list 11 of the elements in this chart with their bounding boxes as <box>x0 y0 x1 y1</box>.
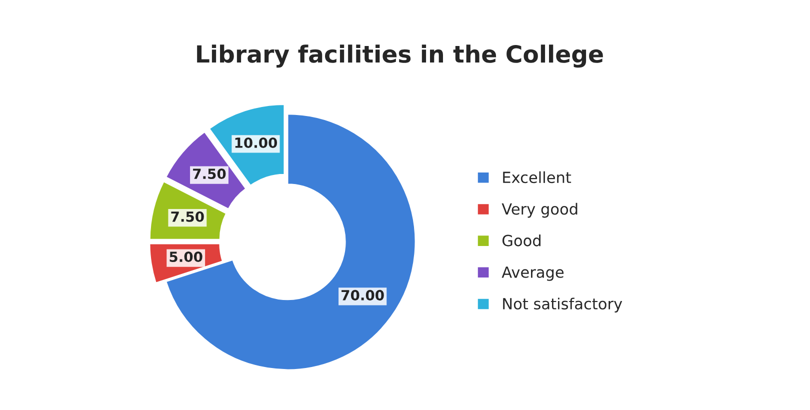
legend-label: Average <box>502 266 564 281</box>
legend-label: Excellent <box>503 171 572 184</box>
legend-label: Very good <box>502 202 578 218</box>
chart-title: Library facilities in the College <box>197 44 603 68</box>
data-label: 10.00 <box>235 137 278 148</box>
data-label: 7.50 <box>193 168 226 180</box>
legend-label: Good <box>502 234 540 246</box>
data-label: 70.00 <box>342 290 384 300</box>
data-label: 7.50 <box>171 211 204 222</box>
data-label: 5.00 <box>170 252 202 262</box>
legend-label: Not satisfactory <box>503 298 622 312</box>
